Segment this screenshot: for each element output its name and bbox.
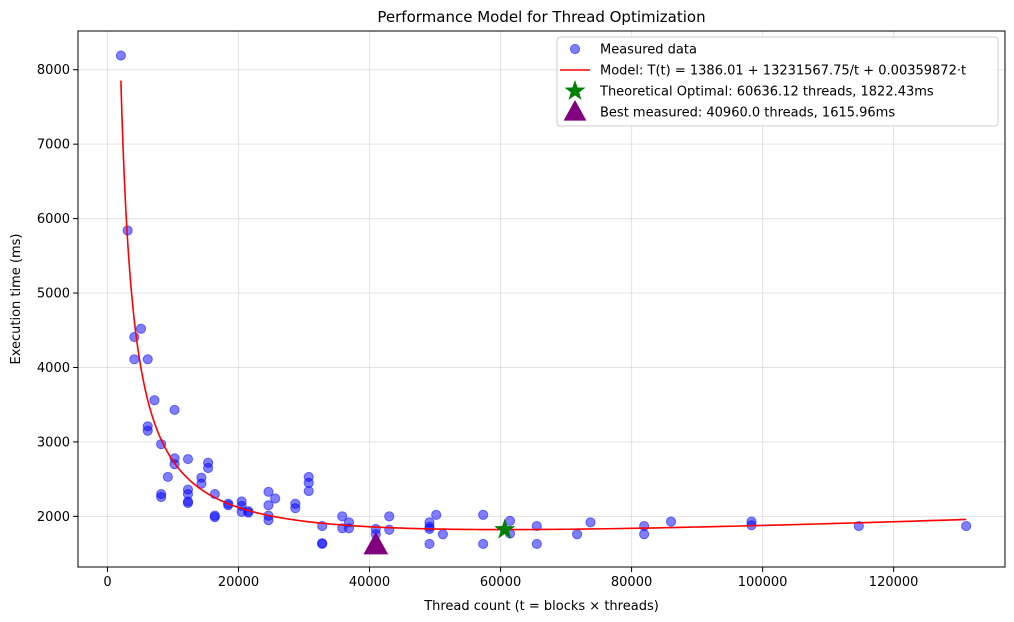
- data-point: [384, 524, 395, 535]
- best-measured-triangle-marker: [363, 531, 389, 555]
- y-tick-label: 8000: [37, 63, 70, 78]
- x-tick-label: 0: [103, 575, 111, 590]
- x-tick-label: 40000: [349, 575, 390, 590]
- data-point: [431, 509, 442, 520]
- x-axis-ticks: 0 20000 40000 60000 80000 100000 120000: [103, 567, 918, 590]
- optimal-star-marker: [494, 518, 516, 539]
- legend-scatter-swatch: [569, 43, 581, 55]
- data-point: [424, 538, 435, 550]
- data-point: [203, 462, 214, 474]
- y-tick-label: 6000: [37, 212, 70, 227]
- data-point: [182, 453, 194, 465]
- y-tick-label: 3000: [37, 435, 70, 450]
- data-point: [317, 538, 328, 550]
- plot-area: [77, 30, 1006, 568]
- data-point: [384, 511, 395, 522]
- data-point: [115, 50, 126, 61]
- data-point: [531, 538, 542, 550]
- data-point: [478, 538, 489, 550]
- x-tick-label: 60000: [480, 575, 521, 590]
- data-point: [961, 520, 972, 532]
- x-tick-label: 100000: [738, 575, 788, 590]
- data-point: [437, 529, 449, 540]
- y-tick-label: 7000: [37, 138, 70, 153]
- data-point: [639, 529, 650, 540]
- data-point: [142, 354, 153, 365]
- data-point: [129, 354, 140, 365]
- x-tick-label: 80000: [611, 575, 652, 590]
- chart-title: Performance Model for Thread Optimizatio…: [377, 8, 705, 26]
- data-point: [531, 520, 542, 532]
- data-point: [504, 515, 516, 526]
- data-point: [337, 511, 348, 522]
- highlight-markers: [363, 518, 516, 555]
- legend-label: Measured data: [600, 43, 697, 58]
- y-tick-label: 2000: [37, 510, 70, 525]
- data-point: [478, 509, 489, 520]
- legend-box: [556, 36, 999, 127]
- data-point: [135, 323, 147, 334]
- data-point: [290, 503, 301, 514]
- data-point: [853, 520, 864, 532]
- data-point: [585, 517, 596, 528]
- legend-label: Best measured: 40960.0 threads, 1615.96m…: [600, 106, 895, 121]
- data-point: [263, 500, 274, 511]
- data-point: [270, 493, 281, 504]
- data-point: [162, 471, 173, 483]
- data-point: [303, 485, 314, 497]
- legend: Measured data Model: T(t) = 1386.01 + 132…: [556, 36, 999, 127]
- data-point: [209, 512, 220, 523]
- data-point: [182, 497, 194, 509]
- x-tick-label: 20000: [218, 575, 259, 590]
- x-tick-label: 120000: [869, 575, 919, 590]
- data-point: [196, 478, 207, 489]
- data-point: [169, 404, 180, 416]
- data-point: [571, 529, 583, 540]
- model-curve: [120, 80, 967, 531]
- data-point: [263, 486, 274, 497]
- y-tick-label: 5000: [37, 287, 70, 302]
- data-point: [156, 491, 167, 503]
- data-point: [129, 331, 140, 343]
- legend-label: Model: T(t) = 1386.01 + 13231567.75/t + …: [600, 64, 966, 79]
- y-tick-label: 4000: [37, 361, 70, 376]
- y-axis-title: Execution time (ms): [9, 233, 24, 364]
- data-point: [665, 516, 677, 527]
- x-axis-title: Thread count (t = blocks × threads): [423, 599, 659, 614]
- y-axis-ticks: 2000 3000 4000 5000 6000 7000 8000: [37, 63, 78, 525]
- legend-star-swatch: [564, 80, 586, 100]
- data-point: [149, 395, 160, 406]
- legend-triangle-swatch: [563, 100, 587, 121]
- data-point: [142, 425, 153, 436]
- legend-label: Theoretical Optimal: 60636.12 threads, 1…: [599, 85, 934, 100]
